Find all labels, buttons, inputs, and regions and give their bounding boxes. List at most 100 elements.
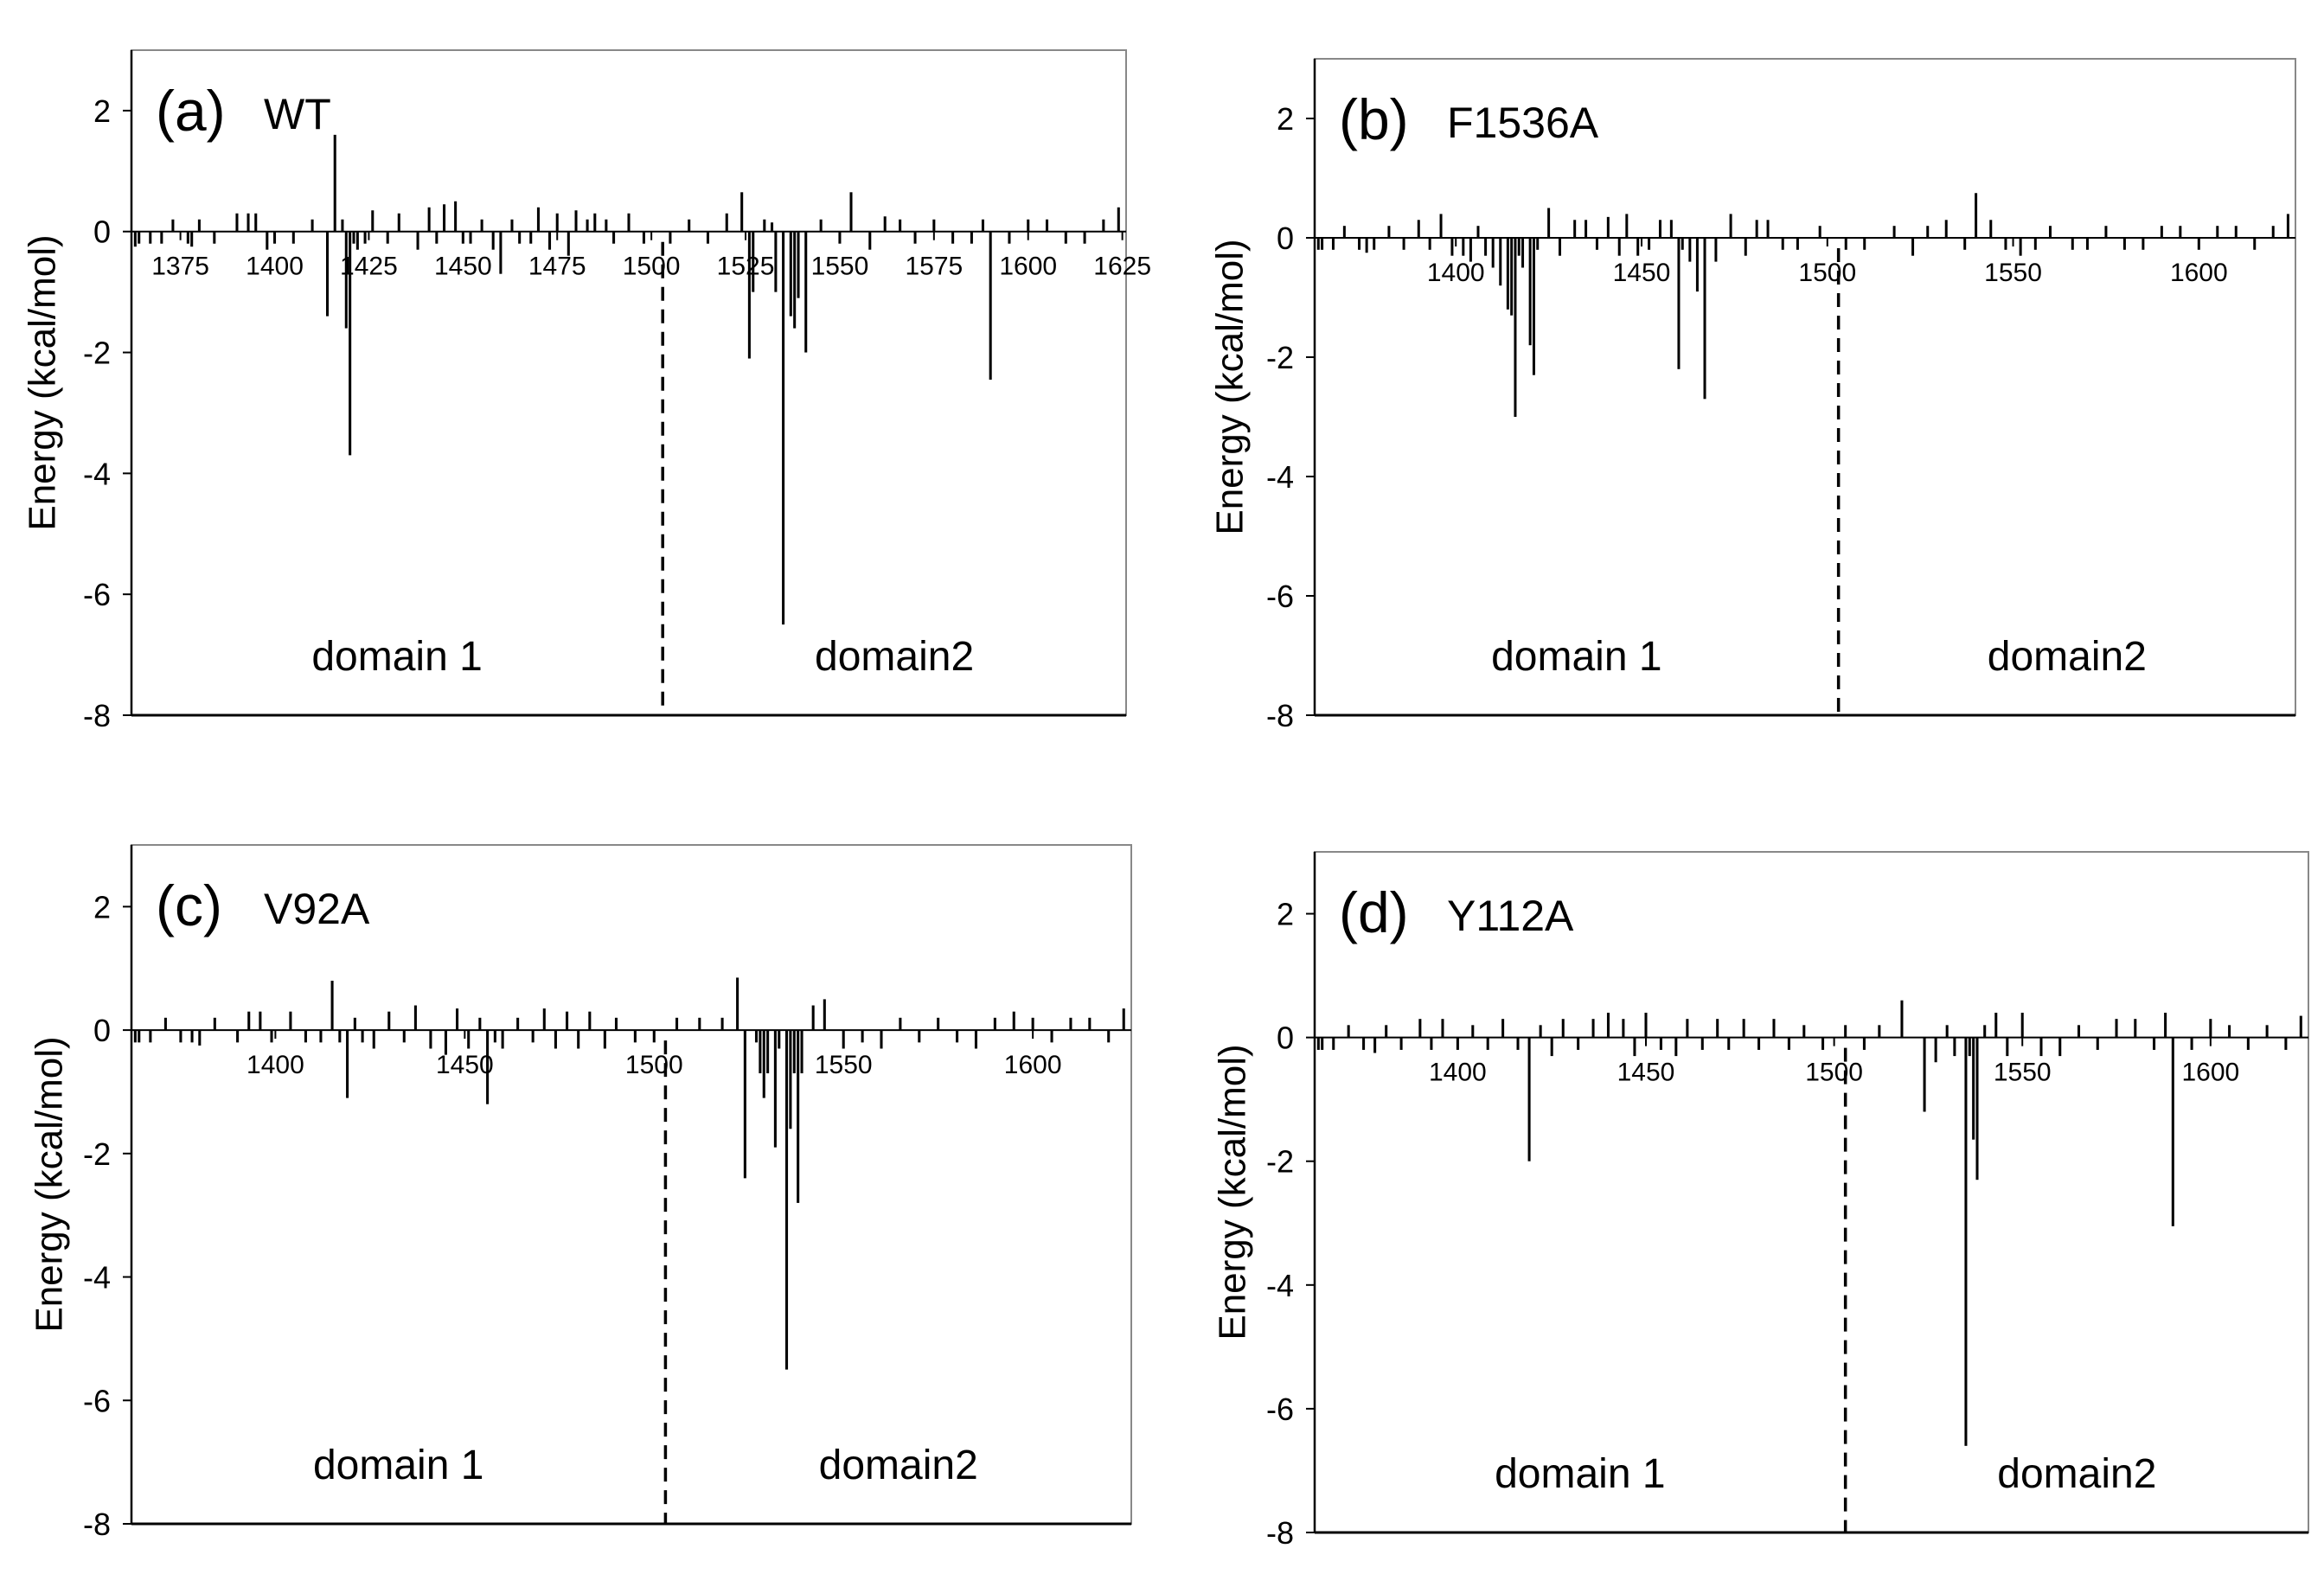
bar xyxy=(1934,1037,1937,1063)
bar xyxy=(386,231,389,244)
bar xyxy=(811,1005,815,1031)
bar xyxy=(1844,1025,1847,1038)
y-axis-label: Energy (kcal/mol) xyxy=(22,234,64,530)
bar xyxy=(698,1017,701,1031)
bar xyxy=(1402,238,1405,250)
bar xyxy=(1729,214,1732,238)
plot-frame xyxy=(1314,851,2309,1533)
x-tick-label: 1450 xyxy=(434,253,492,281)
y-tick-label: 2 xyxy=(1277,897,1294,932)
bar xyxy=(612,231,616,244)
y-tick-label: -6 xyxy=(1266,1392,1294,1427)
x-tick-label: 1550 xyxy=(1984,259,2042,287)
bar xyxy=(880,1030,883,1049)
bar xyxy=(2299,1015,2302,1038)
bar xyxy=(752,231,755,292)
bar xyxy=(720,1017,724,1031)
bar xyxy=(1622,1019,1625,1038)
bar xyxy=(1486,1037,1489,1050)
bar xyxy=(341,219,344,232)
bar xyxy=(1674,1037,1678,1057)
bar xyxy=(1439,214,1443,238)
y-tick-label: -2 xyxy=(1266,1144,1294,1180)
y-tick-label: 2 xyxy=(93,93,111,129)
bar xyxy=(849,192,853,232)
bar xyxy=(138,1030,141,1043)
x-tick-label: 1550 xyxy=(811,253,869,281)
bar xyxy=(789,1030,792,1129)
bar xyxy=(372,1030,375,1049)
bar xyxy=(493,1030,496,1043)
bar xyxy=(1484,238,1488,256)
bar xyxy=(1781,238,1784,250)
bar xyxy=(899,219,902,232)
bar xyxy=(633,1030,637,1043)
x-tick-label: 1500 xyxy=(625,1051,683,1079)
x-tick-label: 1450 xyxy=(1617,1059,1675,1087)
bar xyxy=(1527,1037,1531,1161)
bar xyxy=(1088,1017,1092,1031)
bar xyxy=(993,1017,996,1031)
bar xyxy=(198,1030,202,1046)
y-tick-label: -8 xyxy=(1266,1515,1294,1551)
domain2-label: domain2 xyxy=(815,634,974,680)
x-tick-label: 1400 xyxy=(1427,259,1485,287)
bar xyxy=(2020,1013,2024,1038)
bar xyxy=(1863,238,1866,250)
bar xyxy=(1501,1019,1505,1038)
bar xyxy=(344,231,348,329)
bar xyxy=(149,231,152,244)
domain2-label: domain2 xyxy=(1997,1451,2156,1497)
bar xyxy=(2006,1037,2009,1057)
bar xyxy=(593,213,597,232)
bar xyxy=(605,219,608,232)
bar xyxy=(2033,238,2037,250)
bar xyxy=(311,219,314,232)
bar xyxy=(247,1011,251,1031)
bar xyxy=(2228,1025,2231,1038)
bar xyxy=(797,1030,800,1203)
bar xyxy=(1332,1037,1335,1050)
bar xyxy=(1031,1017,1034,1031)
bar xyxy=(800,1030,803,1074)
panel-title: V92A xyxy=(264,885,370,933)
bar xyxy=(956,1030,959,1043)
bar xyxy=(2209,1019,2212,1038)
x-tick-label: 1550 xyxy=(815,1051,873,1079)
bar xyxy=(1365,238,1368,253)
bar xyxy=(1550,1037,1553,1057)
bar xyxy=(566,1011,569,1031)
bar xyxy=(782,231,785,625)
bar xyxy=(444,1030,447,1055)
bar xyxy=(2085,238,2089,250)
panel-1: 2 0 -2 -4 -6 -8 Energy (kcal/mol) 1375 1400 1425 1… xyxy=(22,49,1151,733)
bar xyxy=(899,1017,902,1031)
bar xyxy=(2234,226,2238,238)
bar xyxy=(371,210,375,232)
bar xyxy=(932,219,936,232)
bar xyxy=(2048,226,2052,238)
bar xyxy=(759,1030,762,1074)
y-tick-label: -6 xyxy=(83,577,111,612)
bar xyxy=(352,231,355,244)
bar xyxy=(1945,1025,1949,1038)
bar xyxy=(1953,1037,1956,1057)
bar xyxy=(567,231,570,256)
bar xyxy=(467,1030,471,1049)
bar xyxy=(1595,238,1598,250)
y-tick-label: -8 xyxy=(83,1507,111,1542)
y-tick-label: -6 xyxy=(83,1383,111,1418)
x-tick-label: 1425 xyxy=(340,253,398,281)
bar xyxy=(725,213,728,232)
bar xyxy=(319,1030,323,1043)
bar xyxy=(1561,1019,1565,1038)
bar xyxy=(838,231,842,244)
bar xyxy=(1450,238,1454,256)
domain1-label: domain 1 xyxy=(313,1443,483,1488)
bar xyxy=(1644,1013,1648,1038)
x-tick-label: 1625 xyxy=(1093,253,1151,281)
bar xyxy=(171,219,175,232)
bar xyxy=(762,1030,765,1098)
bar xyxy=(1471,1025,1475,1038)
bar xyxy=(1686,1019,1689,1038)
